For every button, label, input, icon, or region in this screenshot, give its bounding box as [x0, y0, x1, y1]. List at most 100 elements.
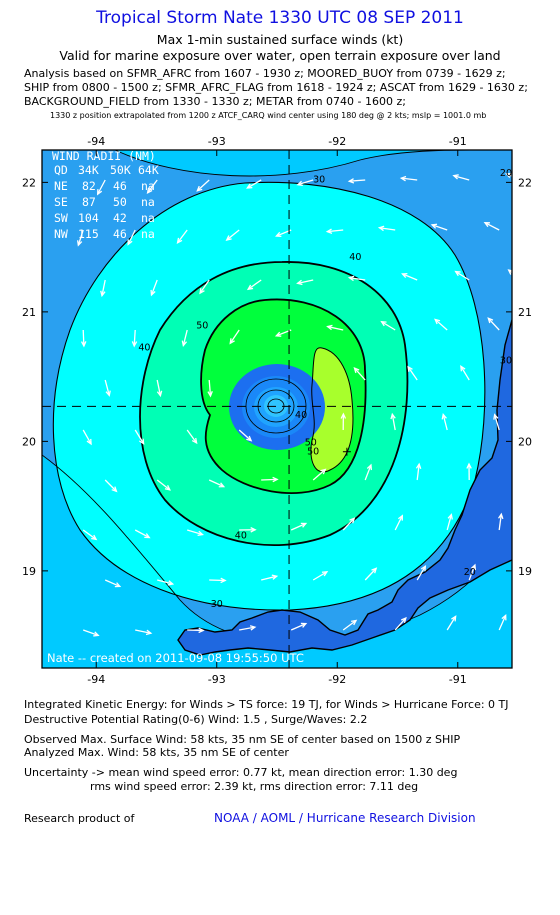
wind-arrow: [364, 464, 372, 481]
x-tick-label: -94: [87, 673, 105, 686]
wind-arrow-head: [483, 222, 490, 228]
wind-arrow-head: [380, 320, 387, 327]
wind-arrow: [82, 529, 97, 540]
wind-arrow-head: [139, 438, 145, 445]
wind-radii-value: 87: [82, 195, 96, 209]
wind-arrow-head: [272, 476, 279, 483]
wind-radii-value: 82: [82, 179, 96, 193]
wind-arrow: [297, 279, 314, 284]
wind-arrow: [498, 514, 502, 531]
wind-arrow: [416, 565, 426, 581]
wind-arrow-head: [452, 174, 459, 180]
wind-arrow-head: [176, 237, 183, 244]
wind-arrow: [157, 579, 173, 585]
wind-vectors: [76, 172, 521, 637]
wind-arrow-head: [366, 463, 373, 471]
wind-arrow: [150, 279, 158, 296]
wind-arrow-head: [447, 513, 453, 520]
wind-radii-value: 42: [113, 211, 127, 225]
wind-arrow: [379, 227, 396, 231]
wind-arrow-head: [460, 365, 466, 372]
contour-30: [52, 181, 486, 611]
wind-arrow: [453, 175, 470, 181]
wind-arrow-head: [326, 324, 333, 331]
wind-band-60plus: [310, 347, 353, 472]
wind-arrow: [297, 179, 314, 186]
wind-arrow-head: [466, 462, 472, 469]
wind-arrow: [134, 429, 145, 444]
wind-arrow-head: [397, 514, 403, 521]
position-note: 1330 z position extrapolated from 1200 z…: [50, 111, 487, 120]
contour-label: 40: [235, 531, 247, 542]
wind-arrow-head: [198, 627, 205, 634]
wind-arrow: [187, 529, 203, 536]
wind-arrow: [434, 318, 448, 331]
wind-arrow-head: [400, 616, 407, 624]
wind-arrow: [342, 517, 355, 531]
wind-arrow-head: [441, 413, 447, 420]
wind-arrow: [199, 279, 210, 294]
wind-arrow: [494, 414, 500, 431]
wind-arrow: [391, 414, 396, 431]
wind-arrow-head: [111, 486, 118, 493]
wind-arrow: [394, 515, 403, 531]
wind-arrow-head: [146, 187, 153, 194]
wind-arrow-head: [401, 272, 408, 279]
wind-arrow-head: [145, 629, 153, 636]
wind-arrow: [261, 478, 278, 481]
x-tick-label: -91: [449, 673, 467, 686]
contour-label: 40: [349, 252, 361, 263]
wind-arrow-head: [430, 223, 438, 229]
wind-arrow-head: [246, 183, 253, 189]
wind-arrow: [416, 464, 420, 481]
wind-arrow-head: [340, 412, 347, 419]
wind-arrow-head: [347, 178, 355, 184]
contour-label: 20: [464, 567, 476, 578]
wind-arrow: [506, 173, 512, 177]
wind-arrow: [156, 379, 162, 396]
coastline: [177, 319, 512, 656]
wind-radii-value: na: [141, 211, 155, 225]
wind-arrow: [134, 529, 150, 539]
wind-arrow-head: [349, 517, 356, 524]
wind-arrow: [208, 479, 225, 488]
wind-arrow: [508, 269, 512, 274]
wind-arrow-head: [505, 172, 512, 178]
wind-radii-value: 46: [113, 227, 127, 241]
wind-arrow-head: [144, 533, 151, 539]
contour-label: 30: [211, 599, 223, 610]
wind-radii-value: na: [141, 227, 155, 241]
wind-arrow: [349, 179, 366, 182]
x-tick-label: -92: [328, 673, 346, 686]
wind-arrow-head: [493, 413, 499, 420]
analyzed-max-wind: Analyzed Max. Wind: 58 kts, 35 nm SE of …: [24, 746, 289, 759]
wind-arrow-head: [390, 412, 396, 420]
wind-arrow: [407, 366, 418, 381]
wind-arrow-head: [415, 462, 422, 470]
wind-radii-col-50k: 50K: [110, 163, 131, 177]
wind-arrow-head: [371, 567, 378, 574]
wind-arrow: [498, 615, 507, 631]
wind-arrow: [312, 468, 326, 481]
wind-arrow-head: [246, 284, 254, 291]
wind-arrow: [312, 571, 328, 581]
uncertainty-mean: Uncertainty -> mean wind speed error: 0.…: [24, 766, 458, 779]
wind-arrow: [446, 514, 452, 531]
wind-arrow-head: [353, 367, 360, 374]
org-link[interactable]: NOAA / AOML / Hurricane Research Divisio…: [214, 811, 476, 825]
analysis-line-3: BACKGROUND_FIELD from 1330 - 1330 z; MET…: [24, 95, 406, 108]
wind-arrow: [513, 366, 521, 380]
wind-arrow: [290, 623, 307, 631]
wind-arrow: [101, 279, 106, 296]
wind-radii-quadrant: SW: [54, 211, 68, 225]
wind-radii-col-qd: QD: [54, 163, 68, 177]
wind-arrow-head: [191, 437, 198, 445]
wind-arrow-head: [296, 279, 303, 286]
wind-arrow-head: [321, 571, 329, 577]
wind-arrow-head: [325, 228, 333, 234]
wind-arrow-head: [351, 619, 358, 626]
x-tick-label: -93: [208, 135, 226, 148]
wind-arrow: [261, 575, 277, 581]
wind-radii-value: 104: [78, 211, 99, 225]
